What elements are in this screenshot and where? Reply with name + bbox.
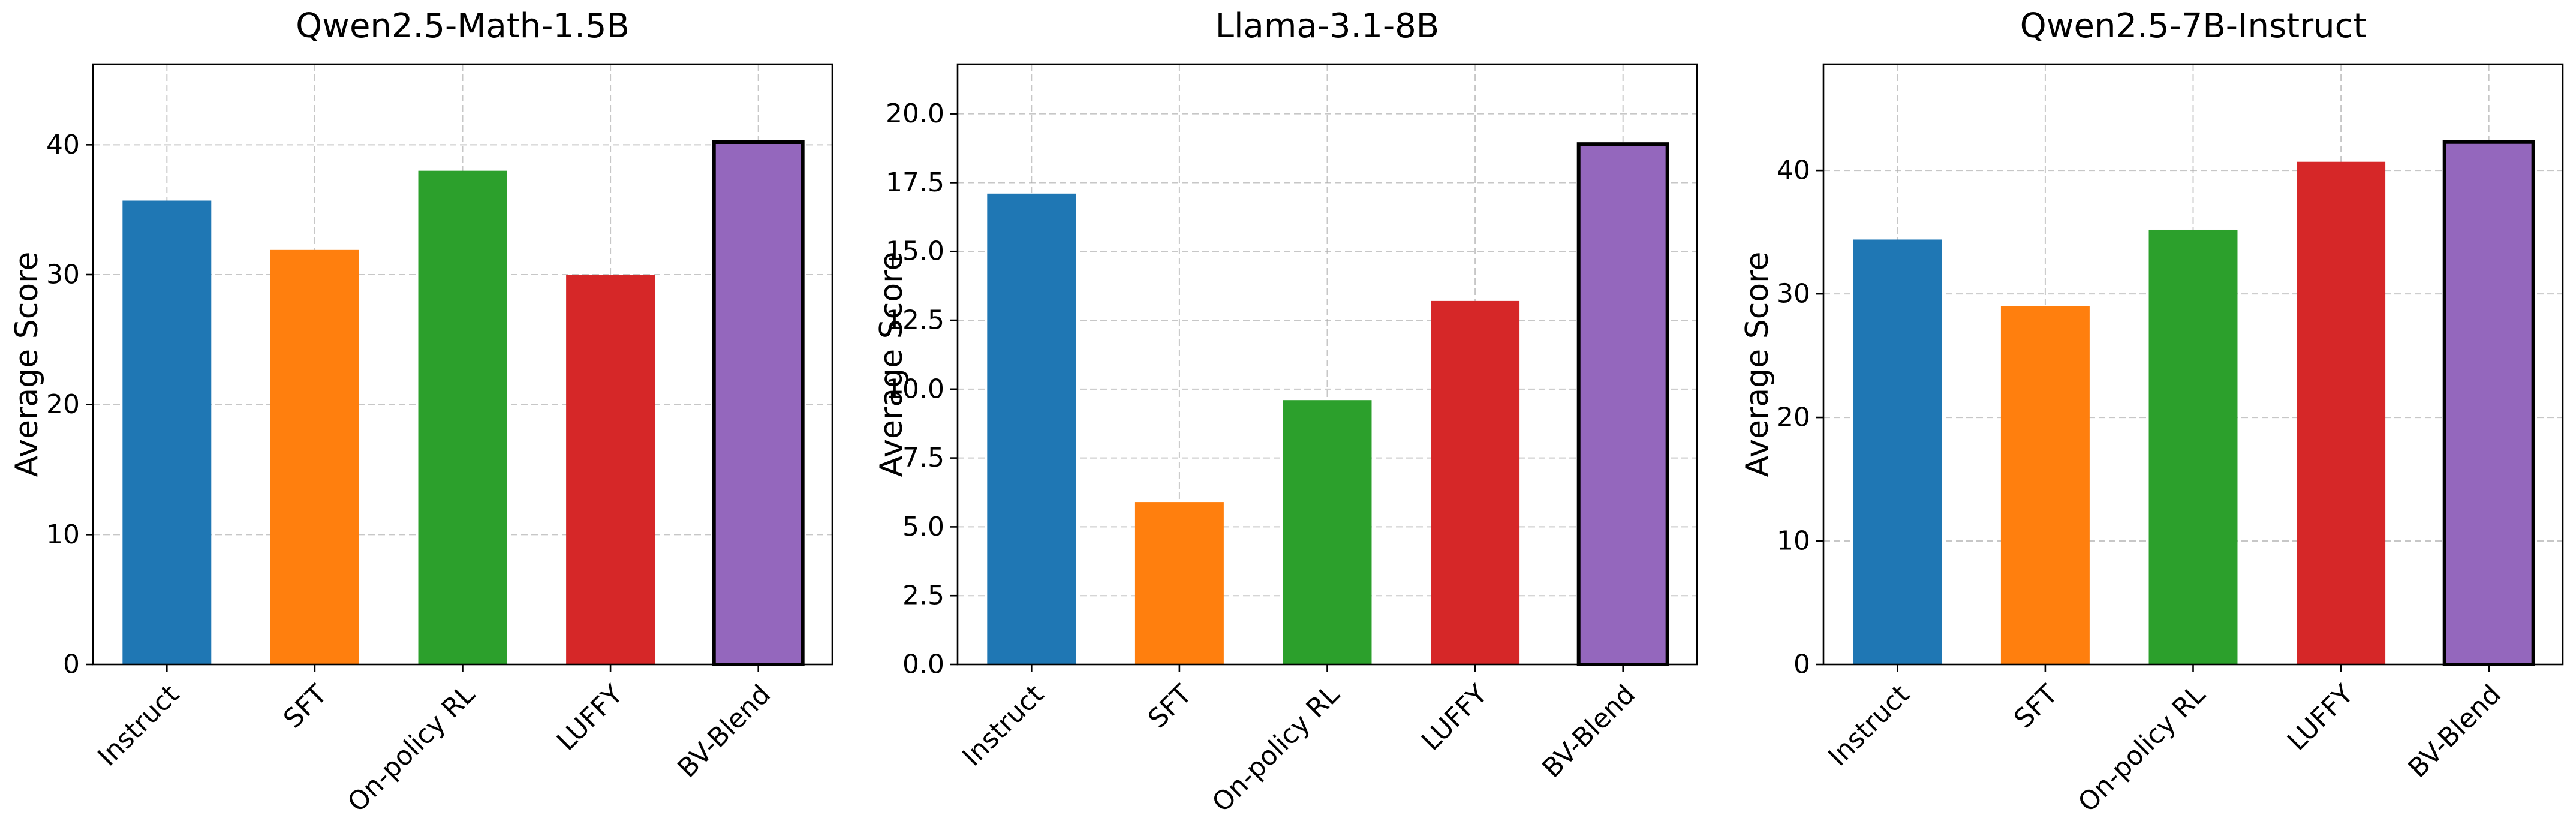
x-tick-label: Instruct bbox=[92, 679, 185, 772]
y-tick-label: 20 bbox=[1777, 402, 1810, 433]
y-tick-label: 7.5 bbox=[902, 443, 944, 473]
x-tick-label: SFT bbox=[2008, 679, 2063, 734]
bar-bv-blend bbox=[2442, 140, 2535, 666]
y-tick-label: 0 bbox=[63, 649, 80, 680]
x-tick-label: On-policy RL bbox=[1206, 679, 1346, 818]
y-axis: 0.0 2.5 5.0 7.5 10.0 12.5 15.0 17.5 20.0 bbox=[886, 98, 958, 680]
bar-on-policy-rl bbox=[418, 170, 507, 665]
bar-instruct bbox=[1853, 239, 1942, 664]
chart-panel-3: 0 10 20 30 40 Instruct SFT On-policy RL LUFFY BV-… bbox=[1740, 7, 2564, 818]
y-tick-label: 12.5 bbox=[886, 305, 944, 336]
y-tick-label: 30 bbox=[1777, 279, 1810, 309]
bars bbox=[122, 140, 805, 666]
y-tick-label: 5.0 bbox=[902, 512, 944, 542]
bar-sft bbox=[270, 249, 359, 664]
bar-luffy bbox=[566, 275, 655, 664]
bar-luffy bbox=[2297, 161, 2386, 664]
y-tick-label: 10 bbox=[46, 519, 80, 550]
x-tick-label: SFT bbox=[1142, 679, 1197, 734]
x-tick-label: BV-Blend bbox=[1536, 679, 1641, 784]
y-axis: 0 10 20 30 40 bbox=[46, 130, 93, 680]
y-axis-label: Average Score bbox=[1740, 252, 1775, 477]
chart-panel-2: 0.0 2.5 5.0 7.5 10.0 12.5 15.0 17.5 20.0 Instruct… bbox=[874, 7, 1698, 818]
chart-title: Qwen2.5-7B-Instruct bbox=[2020, 7, 2367, 46]
bar-sft bbox=[1134, 502, 1224, 664]
bar-instruct bbox=[987, 193, 1076, 665]
x-axis: Instruct SFT On-policy RL LUFFY BV-Blend bbox=[957, 664, 1641, 818]
x-tick-label: SFT bbox=[278, 679, 333, 734]
x-tick-label: BV-Blend bbox=[2402, 679, 2507, 784]
y-tick-label: 20.0 bbox=[886, 98, 944, 129]
y-tick-label: 17.5 bbox=[886, 167, 944, 198]
x-tick-label: On-policy RL bbox=[342, 679, 481, 818]
y-tick-label: 40 bbox=[1777, 155, 1810, 186]
y-axis-label: Average Score bbox=[874, 252, 910, 477]
y-tick-label: 10.0 bbox=[886, 374, 944, 404]
chart-panel-1: 0 10 20 30 40 Instruct SFT On-policy RL LUFFY BV-… bbox=[9, 7, 833, 818]
x-axis: Instruct SFT On-policy RL LUFFY BV-Blend bbox=[92, 664, 777, 818]
y-tick-label: 0.0 bbox=[902, 649, 944, 680]
bar-bv-blend bbox=[712, 140, 805, 666]
y-axis: 0 10 20 30 40 bbox=[1777, 155, 1823, 680]
y-tick-label: 0 bbox=[1793, 649, 1810, 680]
y-axis-label: Average Score bbox=[9, 252, 45, 477]
x-tick-label: LUFFY bbox=[1416, 679, 1494, 757]
x-tick-label: LUFFY bbox=[551, 679, 629, 757]
x-tick-label: BV-Blend bbox=[672, 679, 777, 784]
bars bbox=[1853, 140, 2535, 666]
y-tick-label: 2.5 bbox=[902, 581, 944, 611]
bars bbox=[987, 142, 1669, 667]
x-tick-label: Instruct bbox=[1823, 679, 1916, 772]
bar-sft bbox=[2000, 306, 2090, 665]
x-tick-label: On-policy RL bbox=[2072, 679, 2211, 818]
x-axis: Instruct SFT On-policy RL LUFFY BV-Blend bbox=[1823, 664, 2507, 818]
bar-on-policy-rl bbox=[2148, 229, 2238, 665]
bar-on-policy-rl bbox=[1283, 400, 1372, 664]
bar-bv-blend bbox=[1576, 142, 1669, 667]
y-tick-label: 15.0 bbox=[886, 236, 944, 267]
x-tick-label: LUFFY bbox=[2282, 679, 2360, 757]
bar-instruct bbox=[122, 200, 212, 664]
bar-luffy bbox=[1431, 300, 1520, 665]
chart-title: Llama-3.1-8B bbox=[1215, 7, 1439, 46]
x-tick-label: Instruct bbox=[957, 679, 1050, 772]
chart-title: Qwen2.5-Math-1.5B bbox=[296, 7, 630, 46]
y-tick-label: 40 bbox=[46, 130, 80, 160]
y-tick-label: 20 bbox=[46, 389, 80, 420]
y-tick-label: 10 bbox=[1777, 526, 1810, 557]
y-tick-label: 30 bbox=[46, 260, 80, 290]
